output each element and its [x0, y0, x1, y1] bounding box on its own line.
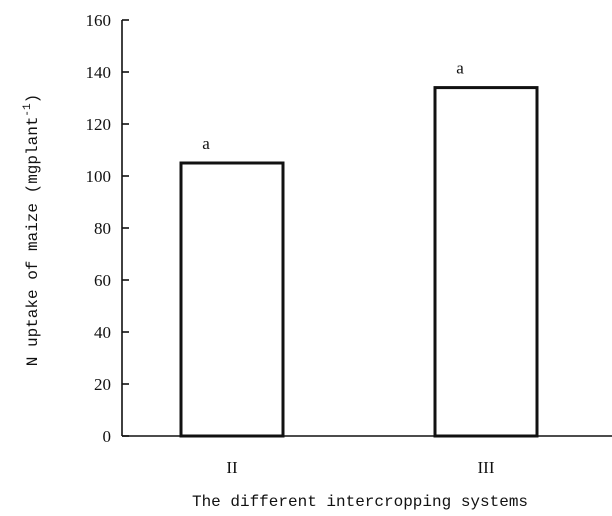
data-label: a — [202, 134, 210, 153]
y-tick-label: 0 — [103, 427, 112, 446]
bar-II — [179, 161, 285, 438]
y-tick-label: 80 — [94, 219, 111, 238]
y-axis-title-main: N uptake of maize (mgplant — [24, 117, 42, 367]
y-axis-ticks: 0 20 40 60 80 100 120 140 160 — [86, 11, 129, 446]
bars — [179, 86, 539, 438]
data-label: a — [456, 59, 464, 78]
y-tick-label: 120 — [86, 115, 112, 134]
y-tick-label: 40 — [94, 323, 111, 342]
x-axis-title: The different intercropping systems — [192, 493, 528, 511]
y-tick-label: 60 — [94, 271, 111, 290]
y-axis-title-suffix: ) — [24, 94, 42, 104]
y-axis-title-superscript: -1 — [22, 103, 34, 117]
x-tick-label: III — [478, 458, 495, 477]
y-tick-label: 140 — [86, 63, 112, 82]
y-axis-title: N uptake of maize (mgplant-1) — [22, 94, 42, 366]
x-tick-label: II — [226, 458, 238, 477]
y-tick-label: 20 — [94, 375, 111, 394]
bar-III — [433, 86, 539, 438]
x-axis-tick-labels: II III — [226, 458, 494, 477]
data-labels: aa — [202, 59, 464, 153]
y-tick-label: 100 — [86, 167, 112, 186]
y-tick-label: 160 — [86, 11, 112, 30]
